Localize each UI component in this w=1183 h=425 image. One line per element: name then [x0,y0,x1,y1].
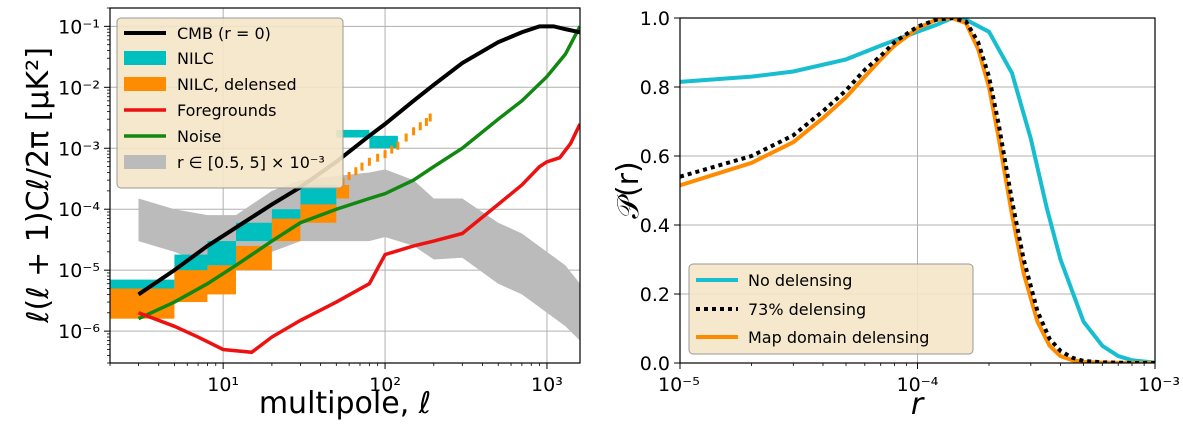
cmb-line [137,24,580,297]
left-x-axis-label: multipole, ℓ [259,386,431,421]
nilc-bin [336,129,370,138]
right-y-axis-label: 𝒫(r) [611,161,646,218]
nilc-bin [369,135,398,149]
nilc-delensed-point [390,145,394,154]
left-y-ticks: 10⁻⁶ 10⁻⁵ 10⁻⁴ 10⁻³ 10⁻² 10⁻¹ [58,7,110,364]
left-plot-frame [109,7,581,364]
left-y-tick-label: 10⁻⁴ [58,199,100,221]
legend-label-cmb: CMB (r = 0) [177,24,271,43]
no-delensing-line [680,18,1155,363]
legend-label-no-delensing: No delensing [748,271,852,290]
left-y-tick-label: 10⁻⁶ [58,321,100,343]
right-y-tick-label: 0.4 [640,215,670,237]
map-domain-delensing-line [680,18,1155,363]
right-y-tick-label: 0.2 [640,284,670,306]
legend-label-noise: Noise [177,127,221,146]
legend-handle-nilc-delensed [124,77,166,91]
left-chart: 10¹ 10² 10³ 10⁻⁶ 10⁻⁵ 10⁻⁴ 10⁻³ 10⁻² 10⁻¹ multi… [21,7,581,421]
left-y-tick-label: 10⁻⁵ [58,260,100,282]
left-x-tick-label: 10³ [531,374,563,396]
nilc-delensed-point [360,162,364,171]
left-x-tick-label: 10¹ [207,374,239,396]
nilc-delensed-point [404,133,408,142]
legend-handle-nilc [124,51,166,65]
left-x-tick-label: 10² [369,374,401,396]
legend-label-nilc-delensed: NILC, delensed [177,75,297,94]
right-y-tick-label: 0.6 [640,146,670,168]
nilc-delensed-point [383,150,387,159]
right-x-tick-label: 10⁻⁵ [658,374,700,396]
right-x-ticks: 10⁻⁵ 10⁻⁴ 10⁻³ [658,363,1180,396]
noise-line [137,25,580,321]
nilc-delensed-point [412,127,416,136]
nilc-delensed-point [347,172,351,181]
left-legend: CMB (r = 0) NILC NILC, delensed Foregrou… [116,17,344,189]
left-x-ticks: 10¹ 10² 10³ [109,363,563,396]
legend-handle-r-range [124,155,166,169]
nilc-delensed-point [354,167,358,176]
r-range-band [138,169,580,341]
left-y-tick-label: 10⁻² [58,77,100,99]
right-chart: 10⁻⁵ 10⁻⁴ 10⁻³ 0.0 0.2 0.4 0.6 0.8 1.0 r 𝒫(r) N… [611,8,1180,422]
left-y-tick-label: 10⁻³ [58,138,100,160]
nilc-bin [235,222,272,242]
right-x-tick-label: 10⁻³ [1138,374,1180,396]
legend-label-map-domain-delensing: Map domain delensing [748,328,929,347]
left-legend-box [116,17,344,189]
73-percent-delensing-line [680,18,1155,363]
right-legend-box [688,263,974,355]
legend-label-nilc: NILC [177,49,214,68]
nilc-delensed-point [376,153,380,162]
left-y-axis-label: ℓ(ℓ + 1)Cℓ/2π [μK²] [21,47,56,324]
right-y-tick-label: 1.0 [640,8,670,30]
nilc-delensed-point [428,113,432,122]
legend-label-foregrounds: Foregrounds [177,101,276,120]
left-y-tick-label: 10⁻¹ [58,16,100,38]
right-y-tick-label: 0.8 [640,77,670,99]
foregrounds-line [137,123,580,355]
right-x-tick-label: 10⁻⁴ [897,374,939,396]
nilc-delensed-point [396,141,400,150]
right-legend: No delensing 73% delensing Map domain de… [688,263,974,355]
right-y-ticks: 0.0 0.2 0.4 0.6 0.8 1.0 [640,8,680,375]
nilc-delensed-point [367,157,371,166]
legend-label-73-percent-delensing: 73% delensing [748,300,866,319]
right-x-axis-label: r [911,387,925,422]
nilc-delensed-point [424,117,428,126]
nilc-delensed-bin [235,245,272,271]
nilc-delensed-point [418,122,422,131]
legend-label-r-range: r ∈ [0.5, 5] × 10⁻³ [177,153,325,172]
right-y-tick-label: 0.0 [640,353,670,375]
